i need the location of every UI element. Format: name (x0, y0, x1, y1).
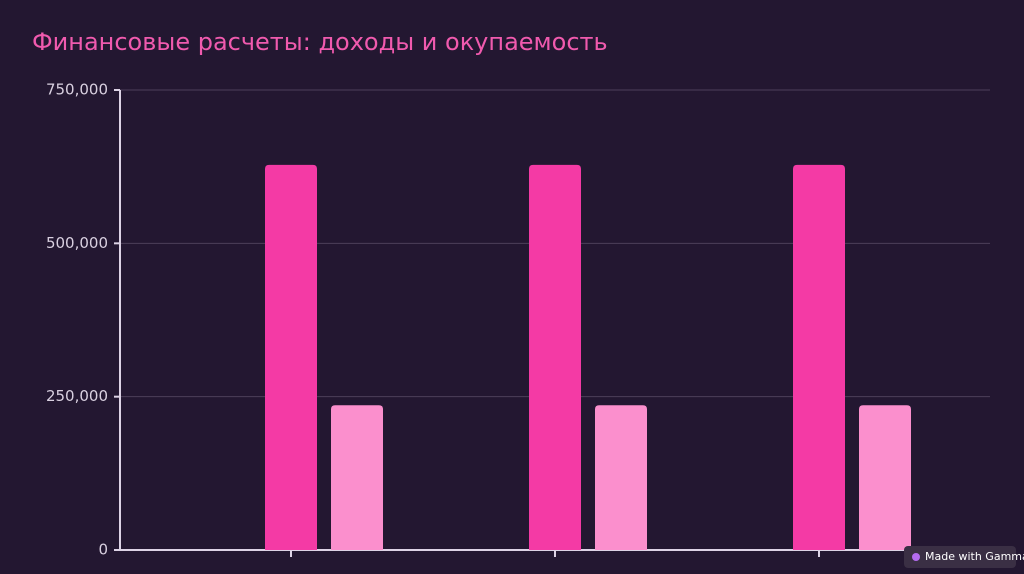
bar (529, 164, 581, 550)
badge-box (904, 546, 1016, 568)
y-tick-label: 250,000 (46, 387, 108, 405)
bar (793, 164, 845, 550)
badge-text: Made with Gamma (925, 550, 1024, 563)
bar (265, 164, 317, 550)
badge: Made with Gamma (904, 546, 1024, 568)
y-tick-label: 500,000 (46, 234, 108, 252)
bar (859, 405, 911, 550)
y-tick-label: 750,000 (46, 81, 108, 99)
badge-icon (912, 553, 920, 561)
chart-title: Финансовые расчеты: доходы и окупаемость (32, 28, 608, 56)
bar (595, 405, 647, 550)
bar (331, 405, 383, 550)
y-tick-label: 0 (98, 541, 108, 559)
